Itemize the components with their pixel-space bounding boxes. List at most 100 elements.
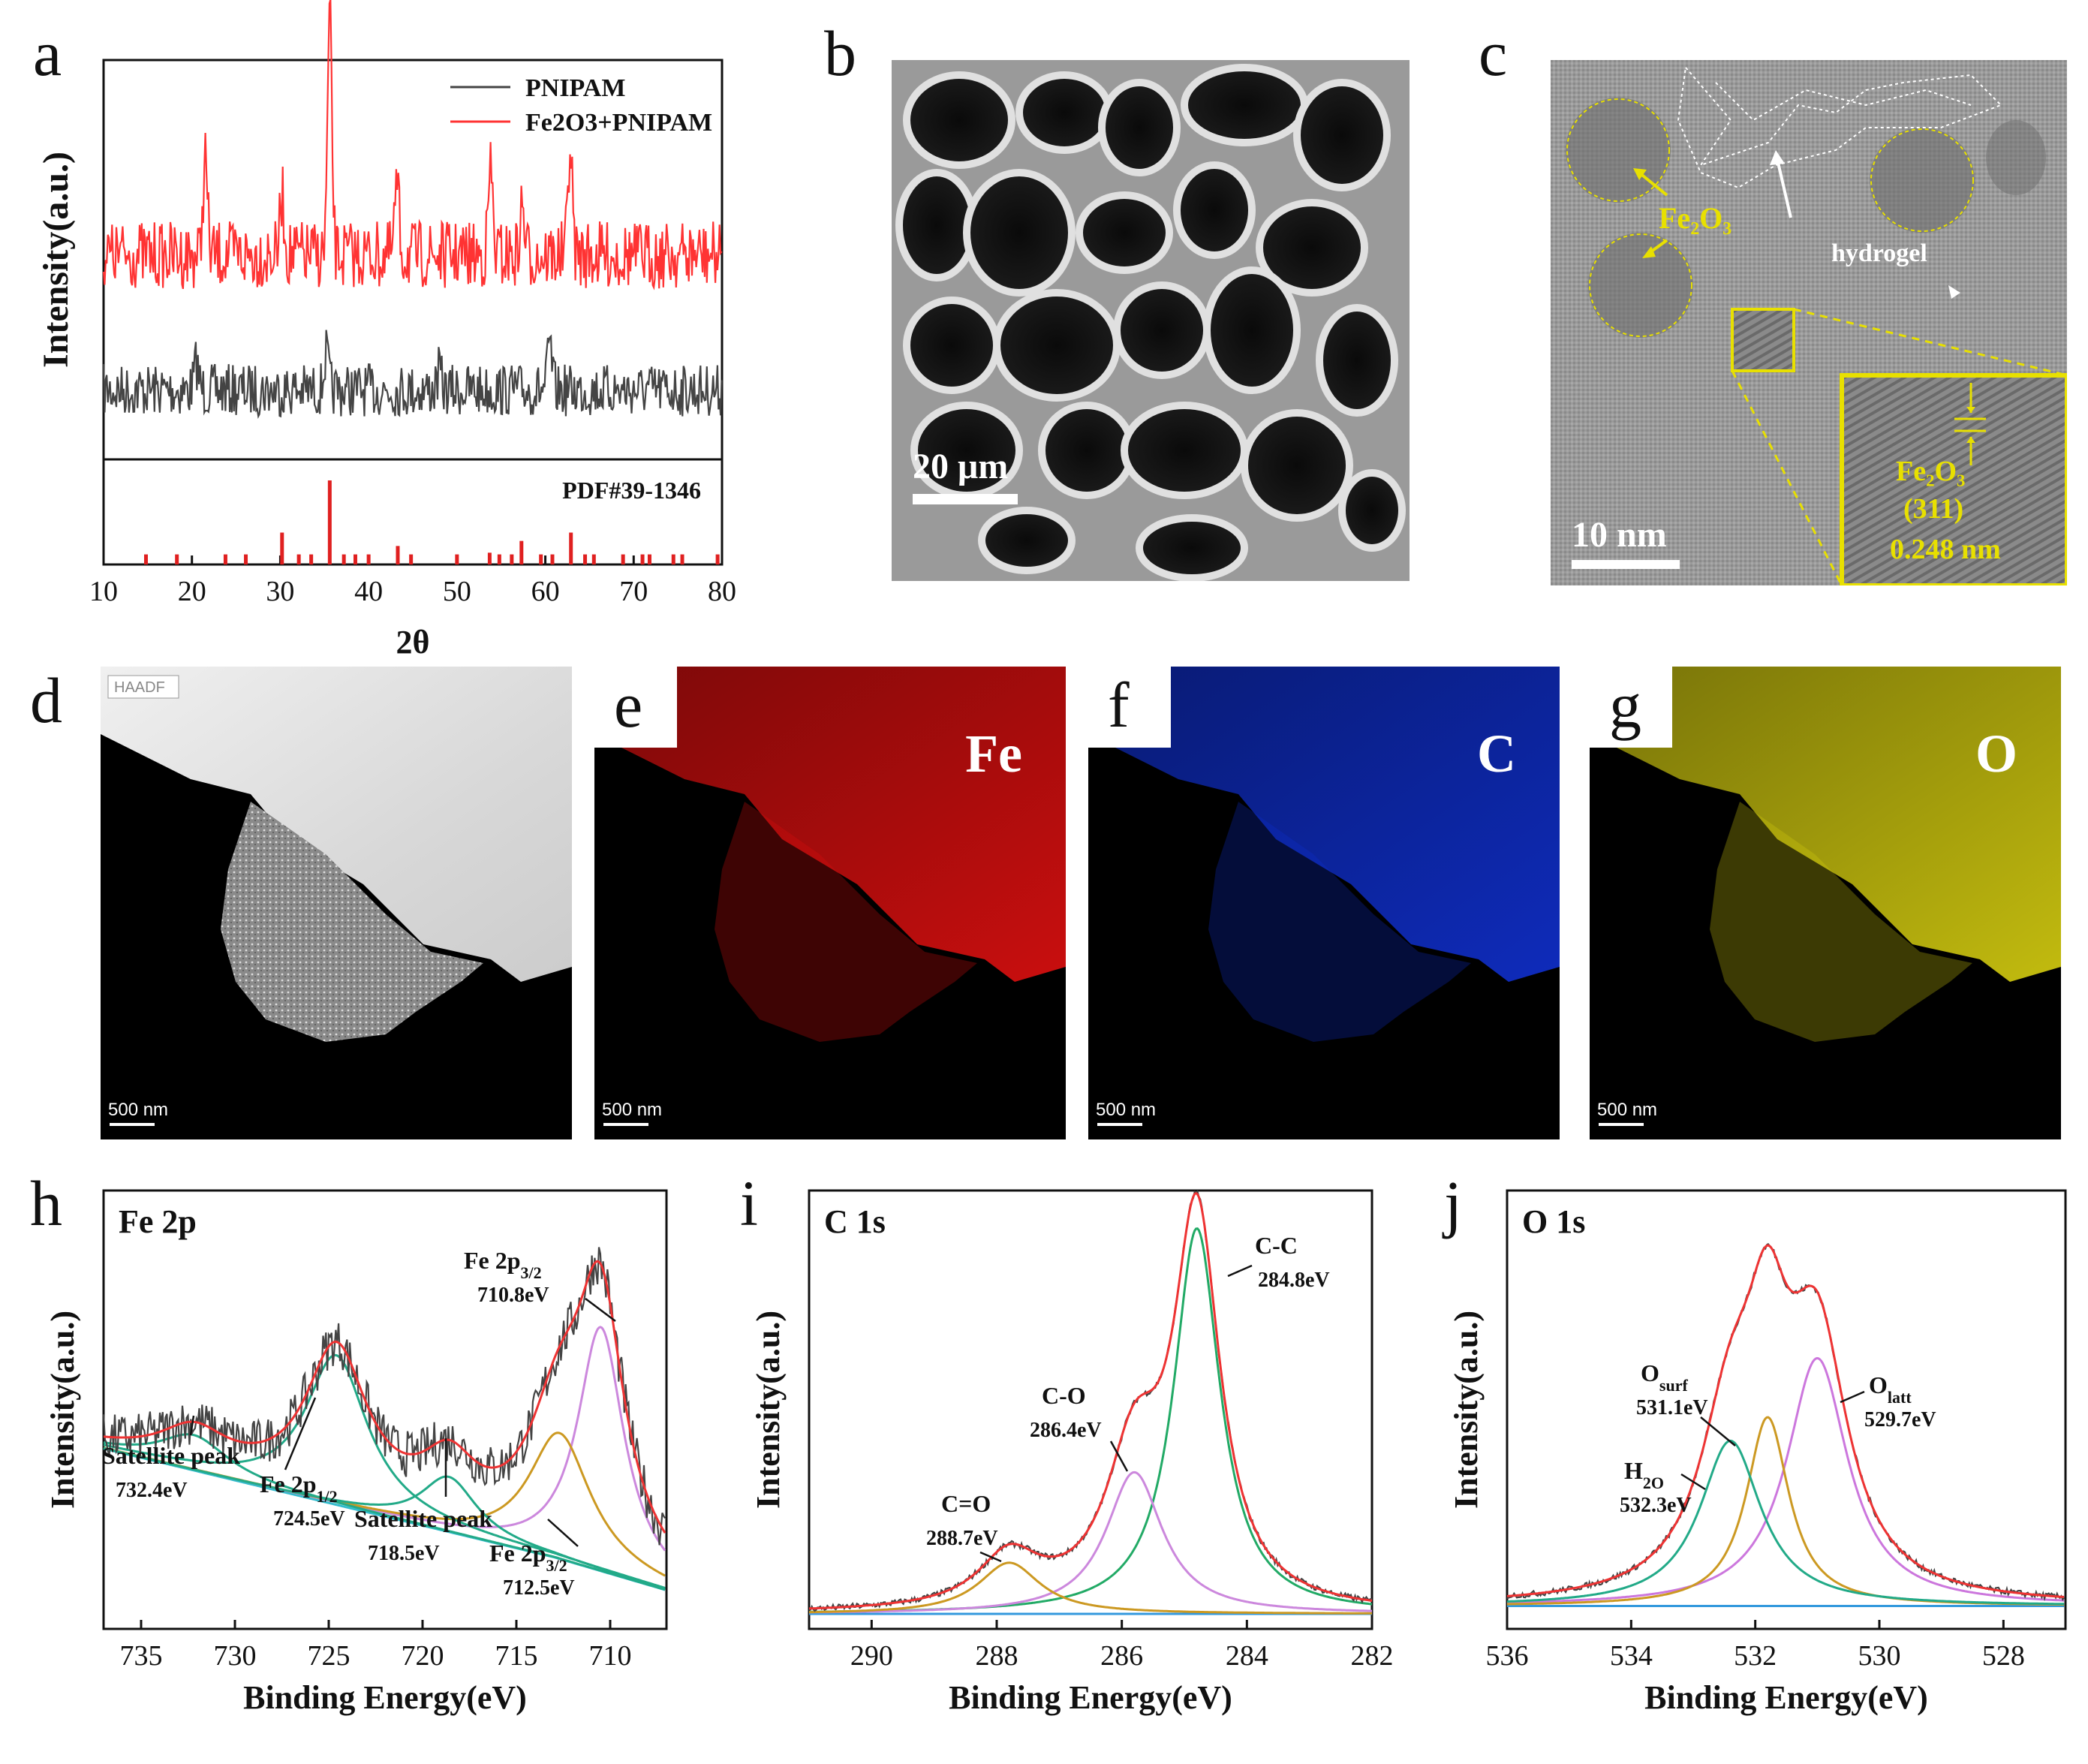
x-tick-label: 290 [850, 1640, 893, 1672]
annotation-arrow [547, 1519, 579, 1547]
haadf-specimen: HAADF 500 nm [101, 667, 572, 1126]
sem-pore [993, 289, 1121, 402]
annotation-arrow [1680, 1473, 1706, 1491]
x-axis-label: Binding Energy(eV) [1644, 1679, 1928, 1716]
envelope-fit-line [808, 1191, 1373, 1610]
tem-overlay: Fe₂O₃ hydrogel Fe₂O₃ (311) 0.248 nm 10 n… [1551, 60, 2067, 585]
annotation-arrow [1109, 1440, 1129, 1472]
sem-pore [1256, 199, 1368, 297]
annotation-satellite-732: Satellite peak [102, 1442, 240, 1469]
annotation-h2o: H2O [1624, 1457, 1664, 1492]
x-tick-label: 720 [402, 1640, 444, 1672]
sem-pore [1121, 402, 1248, 499]
x-tick-label: 80 [708, 576, 736, 607]
annotation-cc-value: 284.8eV [1258, 1269, 1330, 1292]
x-tick-label: 532 [1734, 1640, 1777, 1672]
hydrogel-label: hydrogel [1831, 239, 1927, 267]
x-tick-label: 60 [531, 576, 560, 607]
chart-title: C 1s [824, 1203, 886, 1240]
component-o-surf [1507, 1416, 2065, 1606]
sem-pore [1076, 191, 1173, 274]
panel-letter-f: f [1108, 669, 1130, 741]
sem-pore [1293, 79, 1391, 191]
annotation-arrow [1700, 1416, 1736, 1446]
eds-signal-region [1208, 802, 1471, 1042]
scale-bar-label: 10 nm [1572, 515, 1667, 555]
component-o-latt [1507, 1356, 2065, 1604]
annotation-fe2p12-value: 724.5eV [273, 1507, 345, 1531]
legend-label-pnipam: PNIPAM [525, 74, 625, 102]
x-tick-label: 282 [1351, 1640, 1394, 1672]
x-axis-label: Binding Energy(eV) [949, 1679, 1232, 1716]
panel-letter-b: b [824, 17, 856, 89]
element-label: O [1975, 724, 2017, 784]
panel-letter-c: c [1479, 17, 1508, 89]
xps-c1s-chart: 290 288 286 284 282 Binding Energy(eV) Intensi… [750, 1189, 1394, 1716]
sem-pore [903, 297, 1000, 394]
scale-bar-label: 500 nm [108, 1100, 168, 1120]
x-tick-label: 730 [214, 1640, 257, 1672]
raw-spectrum-line [102, 1247, 666, 1546]
x-tick-label: 710 [589, 1640, 632, 1672]
annotation-h2o-value: 532.3eV [1620, 1494, 1692, 1517]
reference-label: PDF#39-1346 [562, 477, 701, 504]
eds-signal-region [1710, 802, 1972, 1042]
sem-pore [963, 169, 1076, 297]
annotation-co: C-O [1042, 1382, 1086, 1409]
panel-letter-j: j [1444, 1167, 1462, 1239]
series-fe2o3-pnipam-line [102, 0, 723, 290]
scale-bar-label: 500 nm [602, 1100, 662, 1120]
panel-letter-g: g [1609, 669, 1641, 741]
plot-frame [102, 1189, 668, 1630]
sem-pore [1181, 64, 1308, 146]
x-tick-label: 284 [1226, 1640, 1268, 1672]
x-tick-label: 530 [1858, 1640, 1901, 1672]
envelope-fit-line [1506, 1244, 2065, 1598]
sem-porous-structure [892, 60, 1410, 581]
y-axis-label: Intensity(a.u.) [750, 1311, 787, 1509]
x-tick-label: 286 [1100, 1640, 1143, 1672]
x-tick-label: 534 [1610, 1640, 1653, 1672]
x-tick-label: 735 [120, 1640, 163, 1672]
annotation-arrow [585, 1298, 616, 1322]
scale-bar-label: 20 μm [913, 447, 1009, 486]
panel-letter-e: e [614, 669, 642, 741]
element-label: C [1477, 724, 1516, 784]
x-tick-label: 50 [443, 576, 471, 607]
component-732-4ev [103, 1433, 666, 1591]
eds-signal-region [715, 802, 977, 1042]
eds-map-o: g O 500 nm [1590, 667, 2061, 1139]
x-tick-label: 288 [976, 1640, 1018, 1672]
sem-pore [978, 507, 1076, 574]
x-tick-label: 725 [308, 1640, 351, 1672]
panel-letter-box [1088, 667, 1171, 748]
panel-letter-box [594, 667, 677, 748]
xrd-chart: 10 20 30 40 50 60 70 80 2θ Intensity(a.u.) PNIPAM F… [36, 0, 736, 661]
sem-pore [1136, 514, 1248, 581]
scale-bar [1599, 1123, 1644, 1126]
sem-pore [895, 169, 978, 281]
annotation-satellite-732-value: 732.4eV [116, 1479, 188, 1502]
panel-letter-box [1590, 667, 1672, 748]
legend-label-fe2o3-pnipam: Fe2O3+PNIPAM [525, 109, 712, 137]
annotation-fe2p32-main-value: 710.8eV [477, 1284, 549, 1307]
tem-image: Fe₂O₃ hydrogel Fe₂O₃ (311) 0.248 nm 10 n… [1551, 60, 2067, 585]
x-tick-label: 10 [89, 576, 118, 607]
eds-signal-region [1590, 667, 2061, 982]
scale-bar [1097, 1123, 1142, 1126]
annotation-o-surf: Osurf [1641, 1359, 1688, 1395]
sem-image: 20 μm [892, 60, 1410, 581]
haadf-tag: HAADF [114, 679, 165, 696]
x-tick-label: 70 [619, 576, 648, 607]
annotation-satellite-718: Satellite peak [354, 1505, 492, 1532]
xps-fe2p-chart: 735 730 725 720 715 710 Binding Energy(eV) Inte… [44, 1189, 668, 1716]
scale-bar [603, 1123, 648, 1126]
sem-pore [1241, 409, 1353, 522]
annotation-o-surf-value: 531.1eV [1636, 1396, 1708, 1419]
eds-map-c: f C 500 nm [1088, 667, 1560, 1139]
annotation-co-value: 286.4eV [1030, 1419, 1102, 1442]
annotation-fe2p32-main: Fe 2p3/2 [464, 1247, 542, 1282]
y-axis-label: Intensity(a.u.) [1448, 1311, 1485, 1509]
series-pnipam-line [102, 330, 723, 420]
x-tick-label: 30 [266, 576, 294, 607]
